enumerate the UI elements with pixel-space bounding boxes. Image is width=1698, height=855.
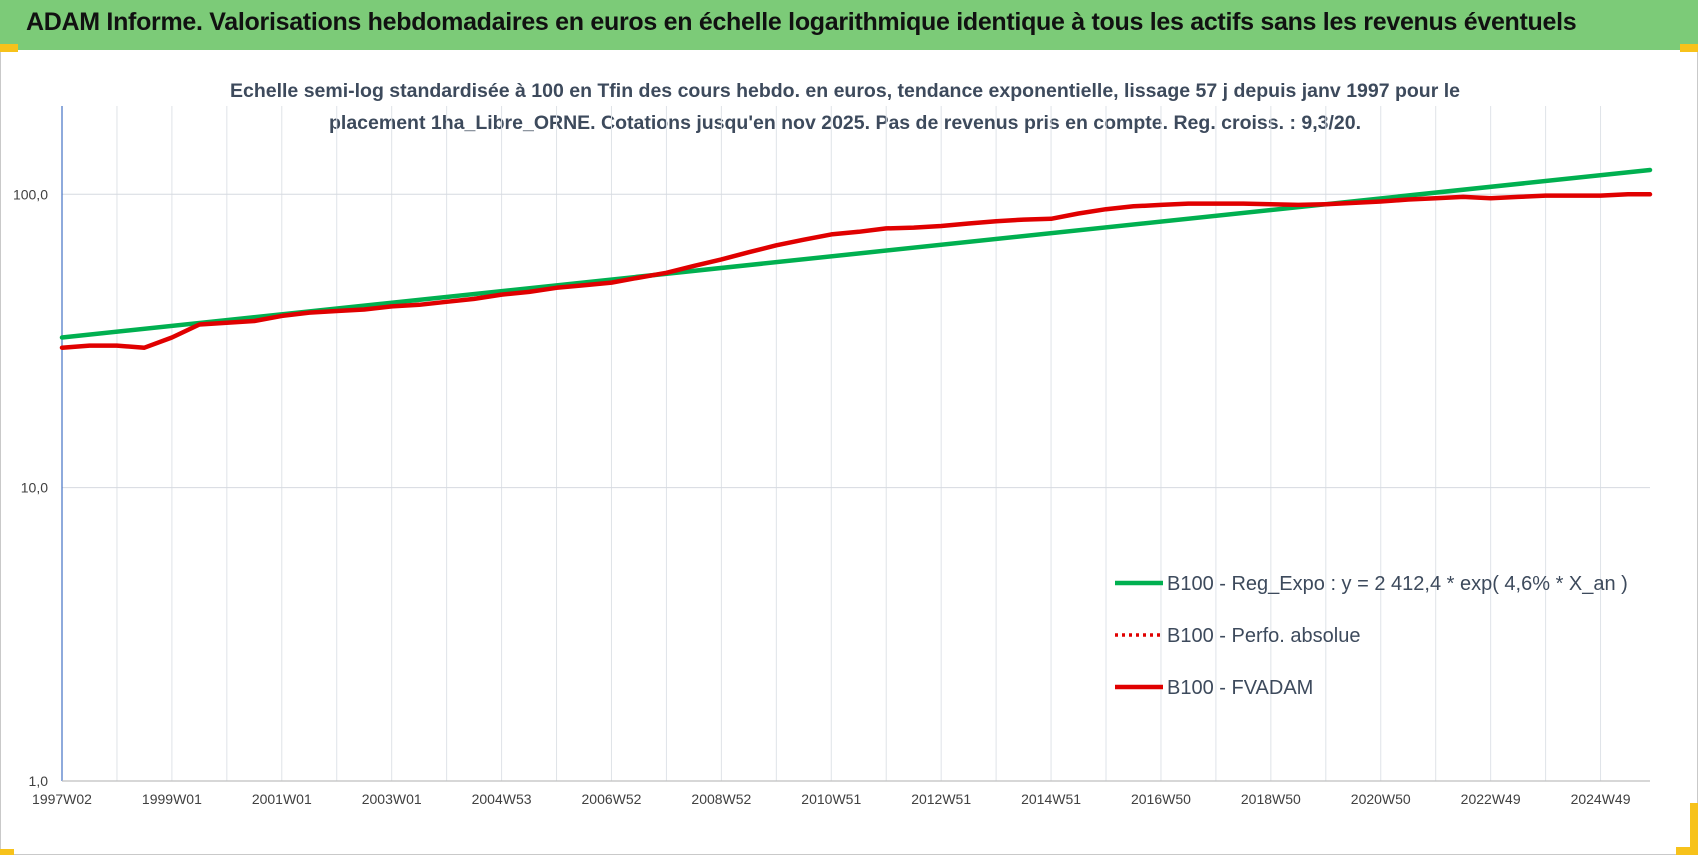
x-tick-label: 2004W53 (472, 791, 532, 807)
x-tick-label: 2024W49 (1571, 791, 1631, 807)
x-tick-label: 2006W52 (582, 791, 642, 807)
corner-marker (0, 44, 18, 52)
x-tick-label: 1999W01 (142, 791, 202, 807)
x-tick-label: 2010W51 (801, 791, 861, 807)
legend-label: B100 - Reg_Expo : y = 2 412,4 * exp( 4,6… (1167, 573, 1628, 595)
x-tick-label: 2012W51 (911, 791, 971, 807)
x-tick-label: 2020W50 (1351, 791, 1411, 807)
page-title: ADAM Informe. Valorisations hebdomadaire… (26, 8, 1577, 36)
corner-marker (1680, 44, 1698, 52)
header-banner: ADAM Informe. Valorisations hebdomadaire… (0, 0, 1698, 50)
grid-lines (62, 106, 1650, 782)
chart-title-line-1: Echelle semi-log standardisée à 100 en T… (230, 80, 1460, 102)
series-lines (59, 167, 1653, 350)
x-tick-label: 2001W01 (252, 791, 312, 807)
legend-label: B100 - FVADAM (1167, 677, 1313, 699)
y-tick-label: 100,0 (13, 186, 48, 202)
y-tick-label: 1,0 (29, 773, 49, 789)
corner-marker (0, 849, 14, 855)
x-tick-label: 2003W01 (362, 791, 422, 807)
series-line-2 (59, 192, 1653, 350)
x-tick-label: 2008W52 (691, 791, 751, 807)
x-tick-label: 1997W02 (32, 791, 92, 807)
corner-marker (1690, 803, 1698, 855)
x-tick-label: 2022W49 (1461, 791, 1521, 807)
corner-marker (1676, 847, 1698, 855)
legend: B100 - Reg_Expo : y = 2 412,4 * exp( 4,6… (1115, 573, 1628, 699)
legend-label: B100 - Perfo. absolue (1167, 625, 1360, 647)
chart-title-line-2: placement 1ha_Libre_ORNE. Cotations jusq… (329, 112, 1361, 134)
x-tick-label: 2018W50 (1241, 791, 1301, 807)
x-tick-label: 2016W50 (1131, 791, 1191, 807)
axes: 1,0 10,0 100,0 1997W02 1999W01 2001W01 2003W01… (13, 106, 1650, 807)
y-tick-label: 10,0 (21, 480, 48, 496)
x-tick-label: 2014W51 (1021, 791, 1081, 807)
